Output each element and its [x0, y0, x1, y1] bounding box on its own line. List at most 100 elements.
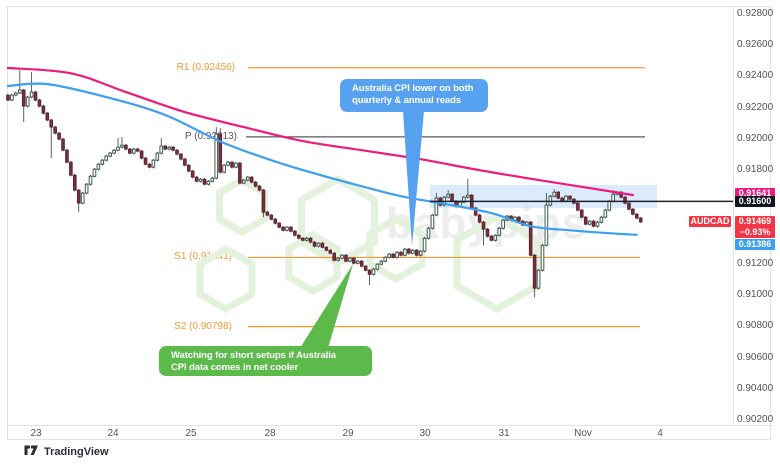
- candle-up: [336, 257, 340, 261]
- candle-down: [324, 246, 329, 251]
- candle-up: [167, 146, 171, 150]
- fast-ma-price-badge: 0.91641: [735, 188, 775, 200]
- candle-down: [163, 145, 168, 150]
- candle-down: [53, 126, 57, 134]
- tradingview-logo-icon: [24, 445, 38, 455]
- time-axis-label: 29: [342, 428, 354, 439]
- price-axis-label: 0.92000: [737, 132, 774, 144]
- hexagon-shape: [196, 244, 256, 314]
- candle-down: [175, 149, 179, 155]
- candle-up: [348, 257, 352, 262]
- candle-down: [300, 237, 305, 241]
- candle-down: [269, 214, 274, 220]
- candle-down: [568, 195, 572, 200]
- candle-up: [422, 237, 427, 252]
- candle-up: [603, 209, 608, 218]
- candle-up: [84, 183, 89, 194]
- candle-up: [418, 250, 423, 256]
- candle-down: [359, 260, 364, 267]
- candle-down: [65, 149, 69, 163]
- ma_fast-line[interactable]: [6, 66, 634, 197]
- hexagon-shape: [216, 175, 268, 237]
- candle-down: [257, 185, 262, 191]
- candle-down: [481, 221, 486, 230]
- candle-down: [261, 189, 266, 213]
- cpi_note-pointer: [403, 111, 424, 246]
- candle-down: [171, 146, 175, 151]
- price-axis-label: 0.90400: [737, 382, 774, 394]
- candle-down: [297, 234, 301, 239]
- candle-down: [33, 91, 38, 101]
- candle-up: [426, 227, 431, 239]
- candle-up: [564, 195, 568, 202]
- candle-up: [17, 89, 22, 94]
- candle-up: [88, 175, 93, 185]
- candle-up: [285, 226, 289, 231]
- candlestick-chart[interactable]: [0, 0, 780, 441]
- ma_slow-line[interactable]: [6, 82, 638, 236]
- candle-down: [253, 181, 258, 187]
- candle-down: [450, 193, 454, 202]
- candle-up: [501, 219, 505, 229]
- candle-up: [10, 94, 14, 101]
- candle-down: [308, 237, 313, 243]
- attribution-bar[interactable]: TradingView: [24, 445, 109, 458]
- candle-down: [399, 251, 403, 256]
- s1-pivot-label: S1 (0.91241): [174, 251, 232, 263]
- candle-down: [128, 148, 132, 154]
- candle-up: [210, 177, 215, 182]
- candle-down: [186, 164, 191, 172]
- candle-down: [277, 222, 281, 228]
- candle-down: [363, 265, 368, 271]
- candle-up: [611, 193, 616, 202]
- callout-short-setups[interactable]: Watching for short setups if Australia C…: [159, 346, 372, 376]
- callout-australia-cpi[interactable]: Australia CPI lower on both quarterly & …: [340, 79, 488, 112]
- tradingview-logo-text: TradingView: [44, 445, 109, 458]
- candle-up: [131, 148, 136, 154]
- candle-up: [92, 168, 97, 177]
- candle-up: [599, 216, 604, 223]
- candle-up: [371, 268, 376, 275]
- candle-up: [100, 159, 105, 165]
- candle-down: [61, 138, 65, 151]
- candle-up: [104, 155, 109, 161]
- candle-up: [387, 253, 392, 258]
- time-axis-label: 4: [657, 428, 663, 439]
- candle-down: [556, 191, 560, 199]
- candle-down: [367, 269, 372, 275]
- candle-down: [485, 228, 490, 237]
- candle-up: [355, 260, 360, 264]
- candle-down: [265, 211, 270, 216]
- candle-down: [576, 202, 580, 211]
- candle-up: [403, 248, 407, 256]
- s2-pivot-label: S2 (0.90798): [174, 320, 232, 332]
- candle-up: [462, 196, 466, 203]
- candle-down: [289, 226, 293, 232]
- slow-ma-price-badge: 0.91386: [735, 238, 775, 250]
- candle-down: [352, 257, 356, 264]
- level-price-badge: 0.91600: [735, 196, 775, 208]
- candle-down: [139, 150, 144, 159]
- candle-up: [29, 91, 34, 98]
- time-axis-separator: [7, 425, 772, 426]
- candle-down: [249, 176, 254, 183]
- price-axis-label: 0.90800: [737, 320, 774, 332]
- candle-up: [151, 159, 156, 168]
- candle-up: [120, 144, 124, 148]
- candle-down: [528, 221, 533, 256]
- hexagon-shape: [285, 230, 341, 296]
- candle-down: [143, 157, 148, 165]
- hexagon-watermark: [196, 174, 541, 314]
- candle-up: [552, 191, 557, 197]
- candle-up: [410, 249, 415, 254]
- candle-down: [635, 213, 639, 219]
- candle-up: [198, 178, 203, 182]
- price-axis-separator: [733, 6, 734, 425]
- price-axis-label: 0.90200: [737, 413, 774, 425]
- price-axis-label: 0.91800: [737, 164, 774, 176]
- candle-up: [304, 237, 309, 241]
- candle-down: [638, 217, 643, 223]
- candle-up: [214, 133, 219, 179]
- time-axis-label: 28: [264, 428, 276, 439]
- candle-down: [202, 178, 207, 185]
